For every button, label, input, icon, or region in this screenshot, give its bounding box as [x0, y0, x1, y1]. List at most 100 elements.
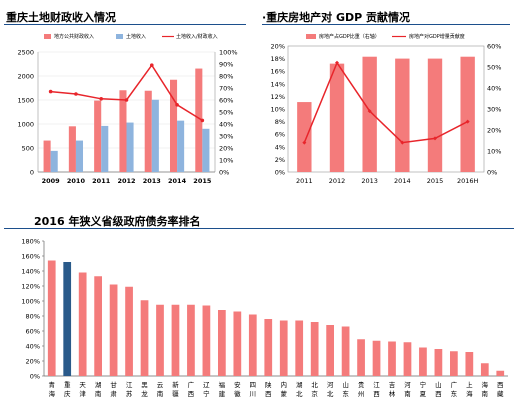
- fiscal-bar-fiscal-revenue: [169, 79, 178, 172]
- debt-xtick-label-char: 甘: [110, 380, 117, 389]
- debt-xtick-label-char: 宁: [420, 380, 427, 389]
- debt-xtick-label: 河北: [327, 381, 334, 398]
- gdp-ytick-right-label: 20%: [487, 127, 501, 135]
- fiscal-title-rule: [4, 24, 246, 25]
- debt-xtick-label-char: 海: [48, 389, 55, 398]
- debt-xtick-label-char: 安: [234, 380, 241, 389]
- gdp-ytick-left-label: 0%: [275, 169, 285, 177]
- debt-xtick-label-char: 南: [404, 389, 411, 398]
- debt-xtick-label: 内蒙: [280, 380, 287, 398]
- gdp-contribution-point: [465, 119, 470, 124]
- debt-xtick-label-char: 西: [188, 390, 195, 398]
- fiscal-ytick-right-label: 40%: [219, 121, 233, 129]
- debt-bar: [109, 284, 118, 376]
- fiscal-ratio-point: [175, 103, 179, 107]
- fiscal-ytick-left-label: 1500: [17, 97, 34, 105]
- debt-bar: [202, 305, 211, 376]
- gdp-ytick-left-label: 8%: [275, 118, 285, 126]
- debt-xtick-label-char: 宁: [203, 389, 210, 398]
- debt-bar: [140, 300, 149, 376]
- debt-xtick-label-char: 庆: [64, 389, 71, 398]
- gdp-ytick-left-label: 20%: [271, 43, 285, 51]
- debt-bar: [295, 320, 304, 376]
- debt-xtick-label-char: 河: [404, 381, 411, 389]
- fiscal-bar-land-revenue: [126, 122, 134, 172]
- gdp-contribution-point: [400, 140, 405, 145]
- gdp-bar-share: [329, 63, 345, 172]
- debt-xtick-label: 重庆: [64, 381, 71, 398]
- debt-xtick-label-char: 青: [48, 380, 55, 389]
- debt-xtick-label-char: 山: [342, 380, 349, 389]
- debt-bar: [357, 339, 365, 376]
- debt-ytick-label: 180%: [21, 238, 40, 246]
- debt-xtick-label-char: 徽: [234, 389, 241, 398]
- gdp-bar-share: [297, 102, 312, 172]
- debt-xtick-label: 广东: [451, 380, 458, 398]
- debt-xtick-label-char: 江: [126, 381, 133, 389]
- debt-bar: [341, 326, 350, 376]
- gdp-contribution-point: [433, 136, 437, 141]
- gdp-ytick-left-label: 12%: [271, 93, 285, 101]
- debt-xtick-label-char: 南: [157, 389, 164, 398]
- gdp-ytick-right-label: 60%: [487, 43, 501, 51]
- fiscal-ratio-point: [149, 63, 154, 67]
- gdp-xtick-label: 2015: [427, 177, 444, 185]
- debt-xtick-label: 海南: [482, 380, 489, 398]
- debt-bar: [434, 349, 443, 376]
- debt-xtick-label-char: 云: [157, 381, 164, 389]
- debt-ytick-label: 0%: [30, 373, 40, 381]
- fiscal-ytick-right-label: 70%: [219, 85, 233, 93]
- debt-xtick-label-char: 黑: [141, 381, 148, 389]
- debt-xtick-label: 山西: [435, 380, 442, 398]
- debt-xtick-label: 宁夏: [420, 380, 427, 398]
- fiscal-ytick-left-label: 500: [22, 145, 34, 153]
- debt-xtick-label: 天津: [79, 381, 86, 398]
- fiscal-xtick-label: 2009: [42, 177, 61, 185]
- fiscal-ytick-right-label: 90%: [219, 61, 233, 69]
- fiscal-bar-land-revenue: [50, 150, 58, 172]
- debt-bar: [372, 340, 381, 376]
- fiscal-bar-land-revenue: [177, 120, 185, 172]
- debt-xtick-label-char: 东: [451, 389, 458, 398]
- debt-xtick-label: 河南: [404, 381, 411, 398]
- debt-xtick-label: 甘肃: [110, 380, 117, 398]
- debt-xtick-label: 吉林: [389, 381, 396, 398]
- debt-ytick-label: 100%: [21, 298, 40, 306]
- debt-xtick-label: 青海: [48, 380, 55, 398]
- debt-ytick-label: 40%: [26, 343, 40, 351]
- debt-xtick-label: 陕西: [265, 380, 272, 398]
- fiscal-ytick-left-label: 2000: [17, 73, 34, 81]
- debt-xtick-label: 上海: [466, 380, 473, 398]
- fiscal-ytick-left-label: 2500: [17, 49, 34, 57]
- gdp-contribution-point: [335, 60, 339, 65]
- debt-bar: [248, 314, 257, 376]
- debt-xtick-label: 辽宁: [203, 381, 210, 398]
- fiscal-legend-swatch-fiscal-revenue: [44, 34, 51, 39]
- fiscal-bar-fiscal-revenue: [68, 126, 76, 172]
- debt-xtick-label-char: 上: [466, 380, 473, 389]
- gdp-ytick-left-label: 6%: [275, 131, 285, 139]
- debt-bar: [450, 351, 458, 376]
- debt-xtick-label: 福建: [219, 380, 226, 398]
- debt-bar: [419, 347, 427, 376]
- fiscal-bar-land-revenue: [101, 125, 109, 172]
- fiscal-bar-land-revenue: [151, 99, 159, 172]
- debt-ytick-label: 120%: [21, 283, 40, 291]
- debt-bar: [78, 272, 87, 376]
- debt-xtick-label-char: 夏: [420, 390, 427, 398]
- debt-ytick-label: 80%: [26, 313, 40, 321]
- debt-xtick-label-char: 福: [219, 380, 226, 389]
- debt-bar: [264, 319, 273, 376]
- debt-bar: [465, 352, 474, 376]
- debt-xtick-label-char: 蒙: [280, 389, 287, 398]
- gdp-title-rule: [262, 24, 510, 25]
- gdp-bar-share: [362, 56, 377, 172]
- debt-xtick-label-char: 西: [497, 381, 504, 389]
- debt-xtick-label-char: 广: [451, 380, 458, 389]
- gdp-ytick-left-label: 4%: [275, 143, 285, 151]
- debt-xtick-label-char: 四: [250, 381, 256, 389]
- debt-xtick-label-char: 南: [482, 389, 489, 398]
- debt-xtick-label-char: 天: [79, 381, 86, 389]
- debt-xtick-label: 贵州: [358, 380, 365, 398]
- debt-xtick-label-char: 苏: [126, 389, 133, 398]
